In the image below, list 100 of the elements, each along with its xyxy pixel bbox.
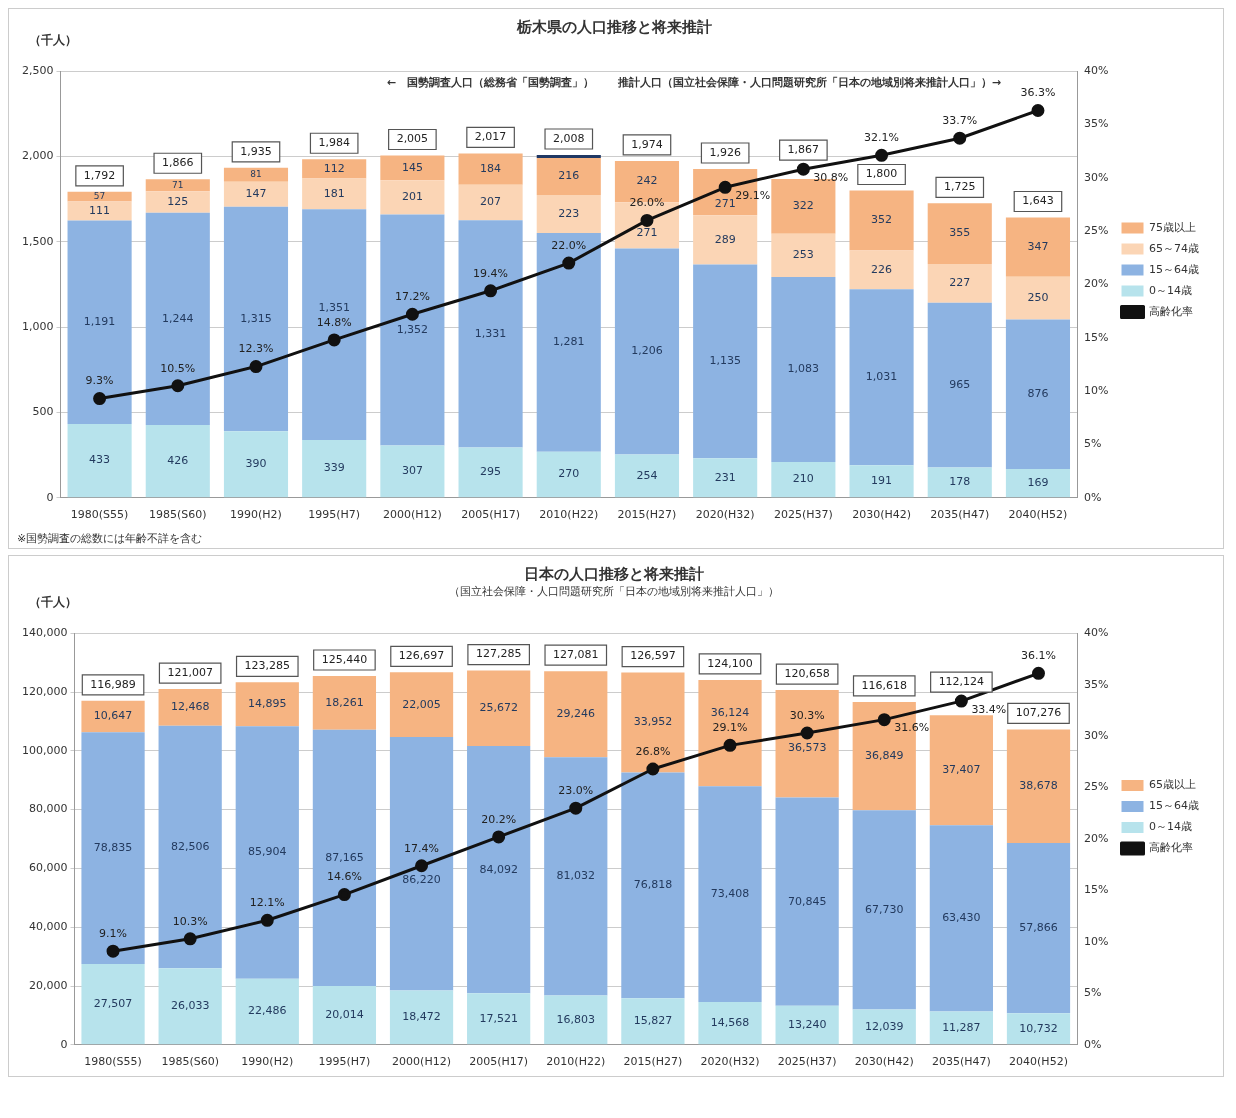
point	[954, 694, 968, 708]
point	[875, 148, 889, 162]
bar	[158, 968, 222, 1045]
data-label: 289	[714, 232, 736, 246]
bar	[223, 181, 289, 207]
data-label: 390	[245, 457, 267, 471]
x-tick-label: 2040(H52)	[1008, 508, 1068, 522]
legend-label: 0～14歳	[1149, 283, 1193, 297]
bar	[1005, 319, 1071, 469]
data-label: 63,430	[942, 911, 981, 925]
total-label: 1,974	[631, 137, 663, 151]
bar	[235, 726, 299, 979]
bar	[621, 772, 685, 999]
data-label: 254	[636, 468, 658, 482]
data-label: 17,521	[479, 1011, 518, 1025]
bar	[389, 737, 454, 991]
bar	[145, 179, 210, 192]
data-label: 57,866	[1019, 921, 1058, 935]
y2-tick-label: 20%	[1084, 831, 1109, 845]
data-label: 32.1%	[864, 131, 900, 145]
y2-tick-label: 40%	[1084, 626, 1109, 640]
data-label: 36,849	[865, 748, 904, 762]
x-tick-label: 2025(H37)	[773, 508, 833, 522]
bar	[158, 725, 222, 969]
bar	[235, 682, 299, 727]
bar	[544, 757, 608, 996]
data-label: 1,352	[396, 322, 429, 336]
data-label: 253	[792, 248, 814, 262]
data-label: 201	[401, 190, 423, 204]
y2-tick-label: 15%	[1084, 330, 1109, 344]
data-label: 322	[792, 199, 814, 213]
data-label: 12,468	[170, 700, 210, 714]
point	[93, 392, 107, 406]
data-label: 10,732	[1019, 1021, 1058, 1035]
data-label: 27,507	[93, 996, 133, 1010]
data-label: 19.4%	[473, 266, 509, 280]
bar	[698, 679, 762, 787]
data-label: 84,092	[479, 862, 518, 876]
point	[1031, 103, 1045, 117]
x-tick-label: 2005(H17)	[469, 1055, 529, 1069]
y-tick-label: 1,500	[21, 234, 54, 248]
x-tick-label: 2025(H37)	[777, 1055, 837, 1069]
y2-tick-label: 25%	[1084, 223, 1109, 237]
bar	[536, 451, 601, 498]
data-label: 9.1%	[99, 927, 128, 941]
total-label: 1,792	[83, 168, 116, 182]
legend-label: 65歳以上	[1149, 778, 1197, 792]
data-label: 223	[558, 206, 580, 220]
y-tick-label: 500	[32, 405, 54, 419]
x-tick-label: 2010(H22)	[539, 508, 599, 522]
data-label: 250	[1027, 290, 1049, 304]
data-label: 307	[401, 464, 423, 478]
data-label: 23.0%	[558, 783, 594, 797]
total-label: 1,725	[944, 180, 976, 194]
bar	[536, 194, 601, 234]
x-tick-label: 2010(H22)	[546, 1055, 606, 1069]
bar	[775, 1005, 839, 1045]
data-label: 271	[714, 196, 736, 210]
data-label: 1,135	[709, 354, 741, 368]
data-label: 1,031	[865, 370, 898, 384]
bar	[67, 201, 132, 221]
data-label: 11,287	[942, 1020, 981, 1034]
y2-tick-label: 15%	[1084, 883, 1109, 897]
legend-label: 75歳以上	[1149, 220, 1197, 234]
data-label: 26.0%	[629, 196, 665, 210]
data-label: 81,032	[556, 869, 596, 883]
data-label: 10.5%	[160, 361, 196, 375]
data-label: 33,952	[633, 715, 673, 729]
bar	[771, 233, 836, 278]
x-tick-label: 1980(S55)	[70, 508, 129, 522]
bar	[223, 431, 289, 498]
data-label: 227	[949, 276, 971, 290]
total-label: 1,926	[709, 145, 741, 159]
y2-tick-label: 35%	[1084, 117, 1109, 131]
data-label: 145	[401, 160, 423, 174]
data-label: 10,647	[93, 709, 133, 723]
y-tick-label: 0	[60, 1037, 68, 1051]
data-label: 86,220	[402, 872, 441, 886]
y-tick-label: 1,000	[21, 319, 54, 333]
data-label: 1,244	[162, 311, 194, 325]
total-label: 1,643	[1022, 194, 1054, 208]
y2-tick-label: 10%	[1084, 934, 1109, 948]
point	[327, 333, 341, 347]
data-label: 12,039	[865, 1019, 904, 1033]
point	[171, 379, 185, 393]
data-label: 78,835	[93, 840, 133, 854]
data-label: 10.3%	[172, 914, 208, 928]
total-label: 121,007	[167, 665, 213, 679]
bar	[67, 191, 132, 202]
x-tick-label: 2005(H17)	[461, 508, 521, 522]
data-label: 14,895	[248, 697, 287, 711]
data-label: 17.2%	[394, 290, 430, 304]
data-label: 1,206	[631, 344, 663, 358]
y2-tick-label: 25%	[1084, 780, 1109, 794]
data-label: 207	[480, 195, 502, 209]
data-label: 14,568	[710, 1015, 750, 1029]
point	[953, 131, 967, 145]
data-label: 29.1%	[712, 721, 748, 735]
data-label: 270	[558, 467, 580, 481]
total-label: 124,100	[707, 656, 753, 670]
